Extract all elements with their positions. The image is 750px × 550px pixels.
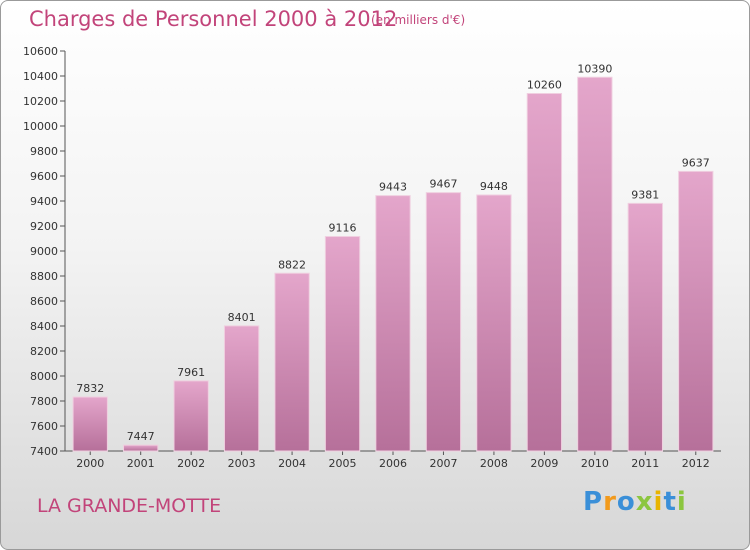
logo-letter: P xyxy=(583,487,604,517)
town-name: LA GRANDE-MOTTE xyxy=(37,495,222,517)
y-tick-label: 9800 xyxy=(30,145,58,158)
data-label-2001: 7447 xyxy=(127,430,155,443)
y-tick-label: 8800 xyxy=(30,270,58,283)
data-label-2002: 7961 xyxy=(177,366,205,379)
data-label-2004: 8822 xyxy=(278,258,306,271)
bar-2011 xyxy=(627,202,663,452)
y-tick-label: 10400 xyxy=(23,70,58,83)
data-label-2000: 7832 xyxy=(76,382,104,395)
logo-letter: o xyxy=(616,487,636,517)
x-tick-label-2005: 2005 xyxy=(329,457,357,470)
x-tick-label-2011: 2011 xyxy=(631,457,659,470)
data-label-2008: 9448 xyxy=(480,180,508,193)
logo-letter: i xyxy=(653,487,664,517)
data-label-2009: 10260 xyxy=(527,79,562,92)
y-tick-label: 10000 xyxy=(23,120,58,133)
y-tick-label: 7400 xyxy=(30,445,58,458)
x-tick-label-2012: 2012 xyxy=(682,457,710,470)
bar-2008 xyxy=(476,194,512,452)
bar-2007 xyxy=(425,192,462,452)
bar-2000 xyxy=(72,396,108,452)
bar-2006 xyxy=(375,195,411,452)
y-tick-label: 8000 xyxy=(30,370,58,383)
y-tick-label: 9400 xyxy=(30,195,58,208)
logo-letter: r xyxy=(603,487,617,517)
data-label-2011: 9381 xyxy=(631,188,659,201)
y-tick-label: 8400 xyxy=(30,320,58,333)
chart-subtitle: (en milliers d'€) xyxy=(371,13,466,27)
x-tick-label-2000: 2000 xyxy=(76,457,104,470)
data-labels: 7832 7447 7961 8401 8822 9116 9443 9467 9448 1026… xyxy=(76,62,710,443)
y-tick-label: 8600 xyxy=(30,295,58,308)
y-tick-label: 7800 xyxy=(30,395,58,408)
bar-2010 xyxy=(577,76,613,452)
data-label-2003: 8401 xyxy=(228,311,256,324)
proxiti-logo[interactable]: Proxiti xyxy=(583,487,687,517)
data-label-2010: 10390 xyxy=(577,62,612,75)
y-tick-label: 9600 xyxy=(30,170,58,183)
x-tick-label-2010: 2010 xyxy=(581,457,609,470)
logo-letter: x xyxy=(635,487,654,517)
y-tick-label: 9000 xyxy=(30,245,58,258)
bar-2009 xyxy=(526,93,563,452)
y-tick-label: 7600 xyxy=(30,420,58,433)
data-label-2012: 9637 xyxy=(682,156,710,169)
y-tick-label: 8200 xyxy=(30,345,58,358)
logo-letter: i xyxy=(676,487,687,517)
x-tick-label-2002: 2002 xyxy=(177,457,205,470)
bar-2004 xyxy=(274,272,310,452)
bars xyxy=(72,76,714,452)
bar-2001 xyxy=(123,444,159,452)
x-tick-label-2001: 2001 xyxy=(127,457,155,470)
data-label-2005: 9116 xyxy=(329,222,357,235)
data-label-2006: 9443 xyxy=(379,181,407,194)
y-tick-label: 10200 xyxy=(23,95,58,108)
axes: 7400 7600 7800 8000 8200 8400 8600 8800 9000 9200… xyxy=(23,45,721,470)
bar-2012 xyxy=(678,170,714,452)
chart-title: Charges de Personnel 2000 à 2012 xyxy=(29,7,398,31)
x-tick-label-2004: 2004 xyxy=(278,457,306,470)
x-tick-label-2006: 2006 xyxy=(379,457,407,470)
bar-2003 xyxy=(223,325,260,452)
data-label-2007: 9467 xyxy=(429,178,457,191)
bar-2005 xyxy=(324,236,361,452)
y-tick-label: 10600 xyxy=(23,45,58,58)
x-tick-label-2007: 2007 xyxy=(429,457,457,470)
x-tick-label-2009: 2009 xyxy=(530,457,558,470)
bar-2002 xyxy=(173,380,209,452)
y-tick-label: 9200 xyxy=(30,220,58,233)
logo-letter: t xyxy=(663,487,677,517)
x-tick-label-2008: 2008 xyxy=(480,457,508,470)
x-tick-label-2003: 2003 xyxy=(228,457,256,470)
